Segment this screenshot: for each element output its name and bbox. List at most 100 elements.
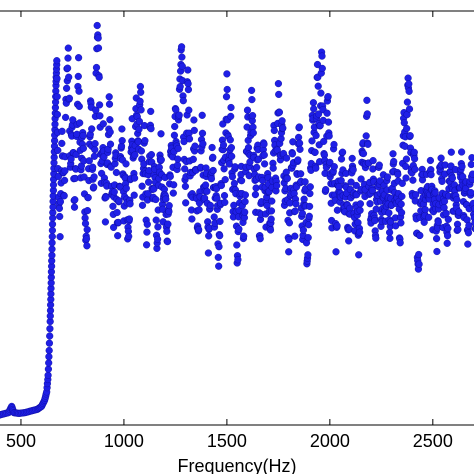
data-point <box>48 226 57 235</box>
data-point <box>357 175 365 183</box>
data-point <box>60 192 68 200</box>
data-point <box>198 111 206 119</box>
data-point <box>322 186 330 194</box>
data-point <box>137 147 146 155</box>
data-point <box>90 152 99 160</box>
data-point <box>163 238 172 246</box>
data-point <box>110 188 118 196</box>
data-point <box>106 116 114 124</box>
data-point <box>278 117 286 125</box>
data-point <box>444 224 452 233</box>
data-point <box>298 209 307 218</box>
data-point <box>143 241 151 249</box>
data-point <box>118 125 126 133</box>
data-point <box>425 213 433 222</box>
data-point <box>208 143 216 152</box>
data-point <box>58 127 66 135</box>
data-point <box>275 90 283 99</box>
data-point <box>136 97 144 105</box>
data-point <box>389 150 397 158</box>
data-point <box>122 184 130 192</box>
data-point <box>375 161 383 169</box>
data-point <box>371 217 379 225</box>
x-axis-label: Frequency(Hz) <box>177 456 296 474</box>
data-point <box>454 225 462 234</box>
data-point <box>171 122 179 131</box>
data-point <box>248 95 256 104</box>
data-point <box>402 155 411 163</box>
data-point <box>437 154 445 162</box>
data-point <box>220 192 229 200</box>
data-point <box>223 70 231 78</box>
data-point <box>65 94 74 102</box>
data-point <box>325 132 333 140</box>
data-point <box>65 73 73 81</box>
data-point <box>215 262 223 270</box>
data-point <box>397 219 405 227</box>
data-point <box>106 128 114 136</box>
data-point <box>92 63 101 72</box>
data-point <box>54 146 62 155</box>
data-point <box>409 176 417 184</box>
data-point <box>431 189 439 197</box>
data-point <box>135 117 144 126</box>
data-point <box>268 197 276 205</box>
data-point <box>248 86 256 95</box>
data-point <box>83 242 91 250</box>
data-point <box>305 212 313 220</box>
data-point <box>147 107 155 116</box>
data-point <box>324 118 333 126</box>
data-point <box>364 140 372 148</box>
data-point <box>91 146 99 154</box>
data-point <box>444 215 452 224</box>
data-point <box>221 198 229 207</box>
data-point <box>398 179 406 188</box>
data-point <box>48 233 56 241</box>
data-point <box>70 203 79 211</box>
data-point <box>62 84 71 92</box>
data-point <box>256 235 264 243</box>
data-point <box>386 234 394 243</box>
data-point <box>76 119 84 127</box>
data-point <box>143 220 151 228</box>
data-point <box>105 93 113 101</box>
data-point <box>349 166 357 174</box>
data-point <box>190 116 198 124</box>
data-point <box>410 148 418 156</box>
data-point <box>294 156 302 164</box>
data-point <box>309 99 318 107</box>
data-point <box>206 201 215 210</box>
data-point <box>178 62 186 70</box>
data-point <box>291 207 299 215</box>
data-point <box>320 137 328 146</box>
data-point <box>95 101 104 109</box>
data-point <box>46 332 54 340</box>
data-point <box>285 236 293 244</box>
data-point <box>433 247 441 256</box>
data-point <box>178 43 186 51</box>
data-point <box>228 173 237 181</box>
data-point <box>99 120 107 128</box>
data-point <box>147 125 155 133</box>
data-point <box>152 195 160 204</box>
data-point <box>339 148 347 156</box>
data-point <box>241 208 249 216</box>
data-point <box>53 92 61 101</box>
data-point <box>275 108 284 116</box>
data-point <box>130 191 138 199</box>
data-point <box>387 218 395 226</box>
data-point <box>301 178 309 186</box>
data-point <box>330 140 338 149</box>
data-point <box>467 189 474 197</box>
data-point <box>416 231 424 240</box>
data-point <box>209 153 217 161</box>
data-point <box>210 213 218 221</box>
data-point <box>415 250 423 259</box>
data-point <box>230 179 239 188</box>
data-point <box>444 232 452 240</box>
data-point <box>273 182 281 190</box>
data-point <box>215 243 223 251</box>
data-point <box>459 173 467 181</box>
data-point <box>363 96 371 104</box>
